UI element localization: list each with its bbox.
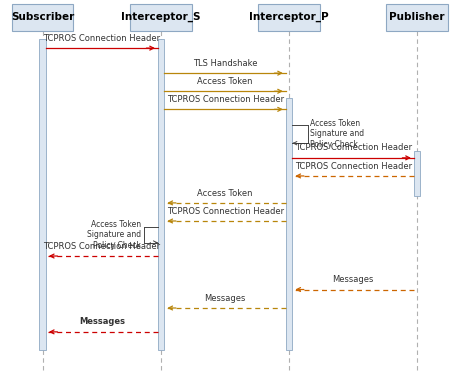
FancyBboxPatch shape: [130, 4, 192, 31]
Text: TCPROS Connection Header: TCPROS Connection Header: [43, 242, 161, 251]
Text: TLS Handshake: TLS Handshake: [193, 59, 257, 68]
Text: TCPROS Connection Header: TCPROS Connection Header: [166, 95, 284, 104]
Text: TCPROS Connection Header: TCPROS Connection Header: [294, 144, 412, 152]
Text: Subscriber: Subscriber: [11, 12, 74, 22]
Bar: [414, 151, 420, 196]
Bar: [286, 98, 292, 350]
Text: Access Token
Signature and
Policy Check: Access Token Signature and Policy Check: [87, 220, 141, 250]
Bar: [158, 38, 164, 350]
Text: Interceptor_S: Interceptor_S: [121, 12, 201, 22]
FancyBboxPatch shape: [386, 4, 448, 31]
Bar: [39, 38, 46, 350]
Text: Messages: Messages: [79, 318, 125, 326]
Text: Access Token
Signature and
Policy Check: Access Token Signature and Policy Check: [310, 119, 364, 149]
Text: Access Token: Access Token: [197, 77, 253, 86]
Text: TCPROS Connection Header: TCPROS Connection Header: [43, 34, 161, 43]
Text: Messages: Messages: [332, 275, 374, 284]
Text: Publisher: Publisher: [389, 12, 445, 22]
Text: TCPROS Connection Header: TCPROS Connection Header: [294, 162, 412, 171]
FancyBboxPatch shape: [258, 4, 320, 31]
Text: Messages: Messages: [204, 294, 246, 303]
Text: TCPROS Connection Header: TCPROS Connection Header: [166, 207, 284, 216]
Text: Interceptor_P: Interceptor_P: [249, 12, 329, 22]
Text: Access Token: Access Token: [197, 189, 253, 198]
FancyBboxPatch shape: [12, 4, 73, 31]
